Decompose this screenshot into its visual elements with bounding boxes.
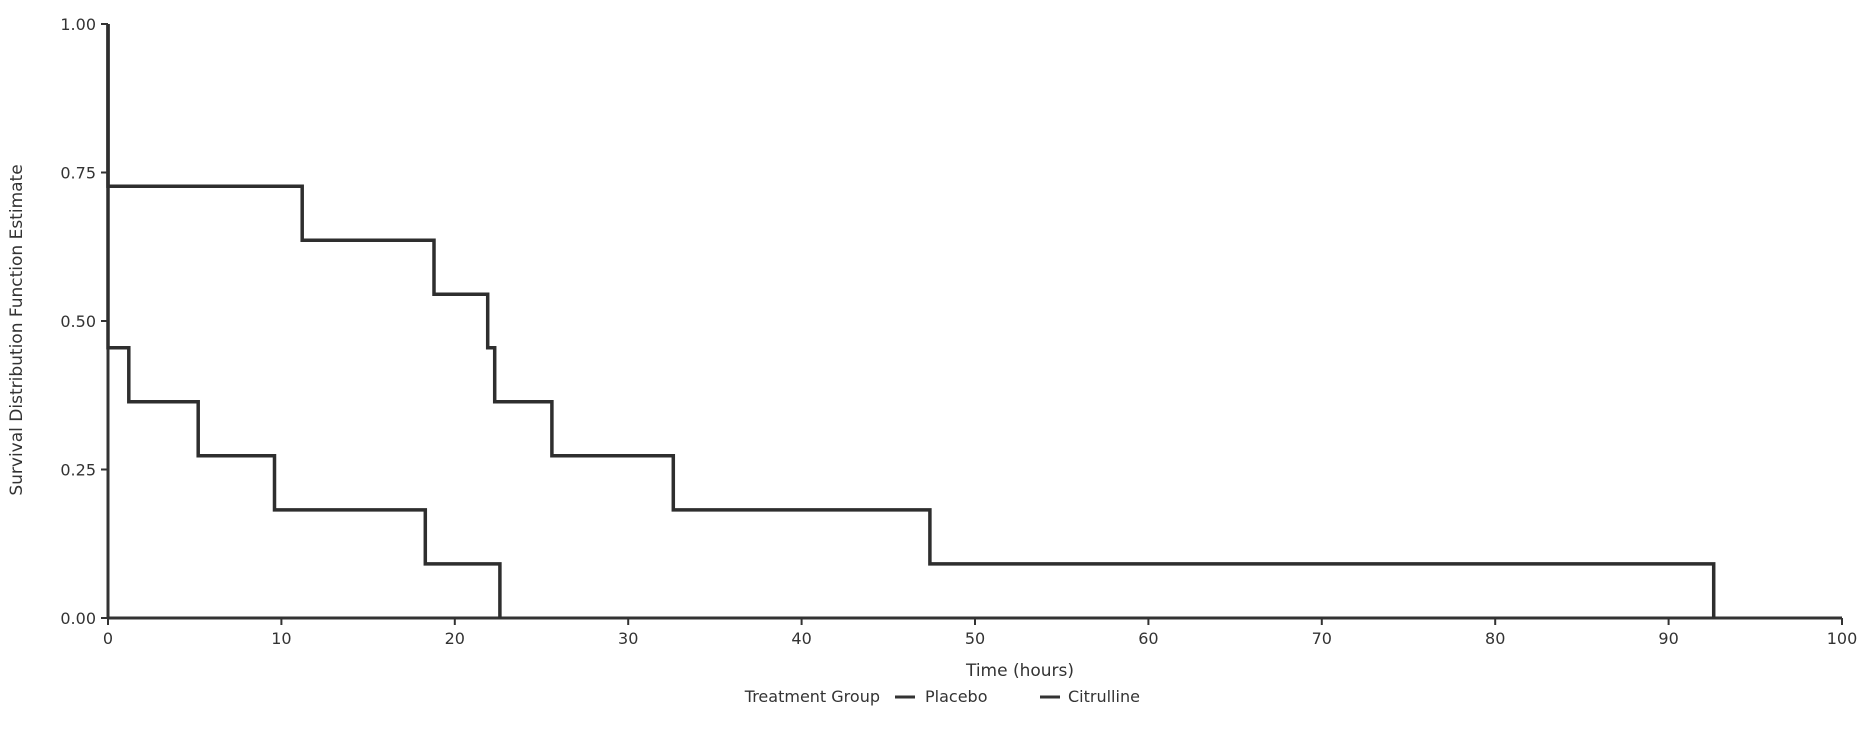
legend-label-placebo: Placebo xyxy=(925,687,987,706)
x-tick-label: 70 xyxy=(1312,629,1332,648)
x-axis-ticks: 0 10 20 30 40 50 60 70 80 90 100 xyxy=(103,618,1857,648)
plot-area xyxy=(108,24,1842,618)
y-axis-title: Survival Distribution Function Estimate xyxy=(7,164,27,495)
x-tick-label: 40 xyxy=(791,629,811,648)
x-tick-label: 10 xyxy=(271,629,291,648)
x-tick-label: 60 xyxy=(1138,629,1158,648)
legend: Treatment Group Placebo Citrulline xyxy=(744,687,1140,706)
x-tick-label: 30 xyxy=(618,629,638,648)
legend-title: Treatment Group xyxy=(744,687,880,706)
y-tick-label: 1.00 xyxy=(60,15,96,34)
y-axis-ticks: 0.00 0.25 0.50 0.75 1.00 xyxy=(60,15,108,628)
legend-label-citrulline: Citrulline xyxy=(1068,687,1140,706)
x-tick-label: 90 xyxy=(1658,629,1678,648)
x-axis-title: Time (hours) xyxy=(965,661,1074,681)
y-tick-label: 0.25 xyxy=(60,461,96,480)
x-tick-label: 100 xyxy=(1827,629,1858,648)
series-line-placebo xyxy=(108,24,500,618)
x-tick-label: 20 xyxy=(445,629,465,648)
x-tick-label: 0 xyxy=(103,629,113,648)
x-tick-label: 80 xyxy=(1485,629,1505,648)
y-tick-label: 0.75 xyxy=(60,164,96,183)
series-line-citrulline xyxy=(108,24,1714,618)
y-tick-label: 0.50 xyxy=(60,312,96,331)
y-tick-label: 0.00 xyxy=(60,609,96,628)
x-tick-label: 50 xyxy=(965,629,985,648)
